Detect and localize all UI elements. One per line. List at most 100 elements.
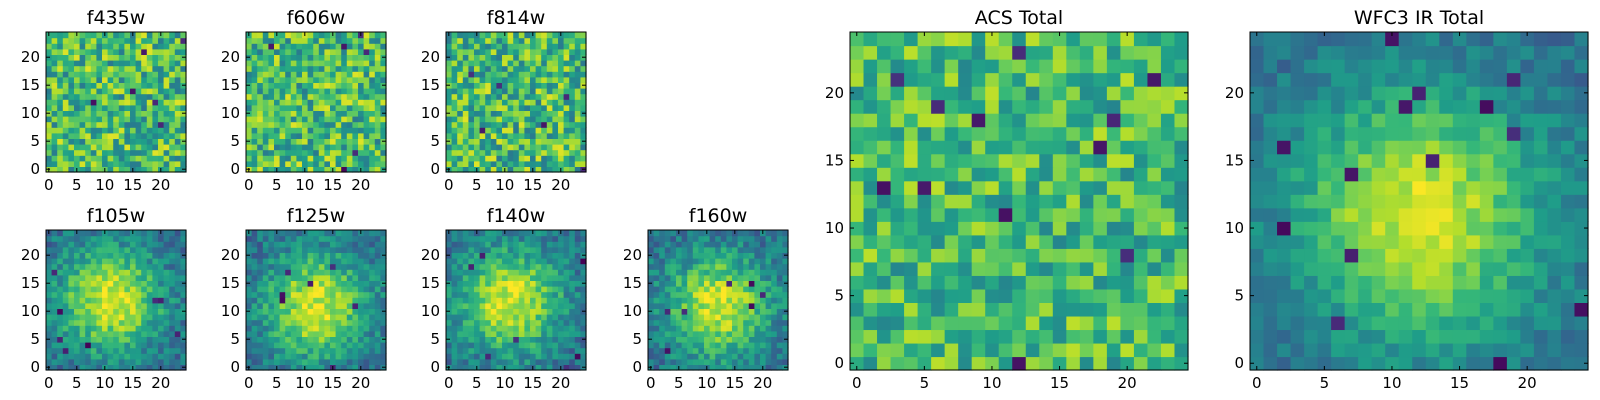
heatmap-cell xyxy=(546,246,553,253)
heatmap-cell xyxy=(290,110,297,117)
heatmap-cell xyxy=(158,99,165,106)
heatmap-cell xyxy=(174,330,181,337)
heatmap-cell xyxy=(485,325,492,332)
heatmap-cell xyxy=(1066,180,1081,195)
heatmap-cell xyxy=(124,110,131,117)
heatmap-cell xyxy=(90,160,97,167)
heatmap-cell xyxy=(479,132,486,139)
axes-frame xyxy=(45,229,187,371)
heatmap-cell xyxy=(51,274,58,281)
heatmap-cell xyxy=(748,246,755,253)
heatmap-cell xyxy=(490,88,497,95)
heatmap-cell xyxy=(1052,275,1067,290)
heatmap-cell xyxy=(502,246,509,253)
heatmap-cell xyxy=(85,302,92,309)
heatmap-cell xyxy=(324,347,331,354)
heatmap-cell xyxy=(324,246,331,253)
heatmap-cell xyxy=(451,43,458,50)
heatmap-cell xyxy=(698,297,705,304)
heatmap-cell xyxy=(113,166,120,173)
heatmap-cell xyxy=(457,144,464,151)
heatmap-cell xyxy=(958,167,973,182)
heatmap-cell xyxy=(268,302,275,309)
heatmap-cell xyxy=(290,138,297,145)
heatmap-cell xyxy=(771,353,778,360)
heatmap-cell xyxy=(496,347,503,354)
heatmap-cell xyxy=(558,286,565,293)
heatmap-cell xyxy=(374,166,381,173)
heatmap-cell xyxy=(124,291,131,298)
heatmap-cell xyxy=(676,347,683,354)
heatmap-cell xyxy=(648,297,655,304)
heatmap-cell xyxy=(46,246,53,253)
heatmap-cell xyxy=(1160,180,1176,195)
heatmap-cell xyxy=(850,221,865,236)
heatmap-cell xyxy=(877,302,892,317)
heatmap-cell xyxy=(374,241,381,248)
heatmap-cell xyxy=(931,315,946,331)
heatmap-cell xyxy=(130,110,137,117)
heatmap-cell xyxy=(850,329,865,344)
heatmap-cell xyxy=(518,99,525,106)
heatmap-cell xyxy=(863,275,878,290)
heatmap-cell xyxy=(558,358,565,365)
heatmap-cell xyxy=(569,88,576,95)
heatmap-cell xyxy=(931,329,946,344)
heatmap-cell xyxy=(158,353,165,360)
heatmap-cell xyxy=(107,342,114,349)
heatmap-cell xyxy=(468,121,475,128)
heatmap-cell xyxy=(380,347,387,354)
heatmap-cell xyxy=(971,153,986,168)
heatmap-cell xyxy=(468,246,475,253)
heatmap-cell xyxy=(485,60,492,67)
heatmap-cell xyxy=(113,314,120,321)
heatmap-cell xyxy=(146,149,153,156)
heatmap-cell xyxy=(468,76,475,83)
heatmap-cell xyxy=(107,364,114,371)
heatmap-cell xyxy=(490,291,497,298)
heatmap-cell xyxy=(474,263,481,270)
heatmap-cell xyxy=(496,358,503,365)
heatmap-cell xyxy=(692,330,699,337)
heatmap-cell xyxy=(1066,248,1081,263)
heatmap-cell xyxy=(1093,275,1108,290)
heatmap-cell xyxy=(546,32,553,39)
heatmap-cell xyxy=(341,144,348,151)
heatmap-cell xyxy=(490,37,497,44)
heatmap-cell xyxy=(524,99,531,106)
heatmap-cell xyxy=(262,330,269,337)
heatmap-cell xyxy=(51,246,58,253)
heatmap-cell xyxy=(776,336,783,343)
heatmap-cell xyxy=(653,302,660,309)
heatmap-cell xyxy=(369,88,376,95)
heatmap-cell xyxy=(57,291,64,298)
heatmap-cell xyxy=(346,241,353,248)
heatmap-cell xyxy=(113,274,120,281)
heatmap-cell xyxy=(558,138,565,145)
heatmap-cell xyxy=(358,144,365,151)
heatmap-cell xyxy=(546,336,553,343)
heatmap-cell xyxy=(518,258,525,265)
heatmap-cell xyxy=(324,110,331,117)
heatmap-cell xyxy=(863,261,878,276)
heatmap-cell xyxy=(262,269,269,276)
heatmap-cell xyxy=(670,230,677,237)
heatmap-cell xyxy=(163,54,170,61)
heatmap-cell xyxy=(1147,288,1162,303)
heatmap-cell xyxy=(535,37,542,44)
heatmap-cell xyxy=(246,88,253,95)
heatmap-cell xyxy=(358,121,365,128)
heatmap-cell xyxy=(46,302,53,309)
heatmap-cell xyxy=(124,43,131,50)
heatmap-cell xyxy=(530,160,537,167)
heatmap-cell xyxy=(268,37,275,44)
heatmap-cell xyxy=(296,60,303,67)
heatmap-cell xyxy=(313,121,320,128)
heatmap-cell xyxy=(1147,342,1162,358)
heatmap-cell xyxy=(1079,302,1094,317)
heatmap-cell xyxy=(262,54,269,61)
heatmap-cell xyxy=(296,127,303,134)
heatmap-cell xyxy=(998,248,1013,263)
heatmap-cell xyxy=(380,71,387,78)
heatmap-cell xyxy=(743,263,750,270)
